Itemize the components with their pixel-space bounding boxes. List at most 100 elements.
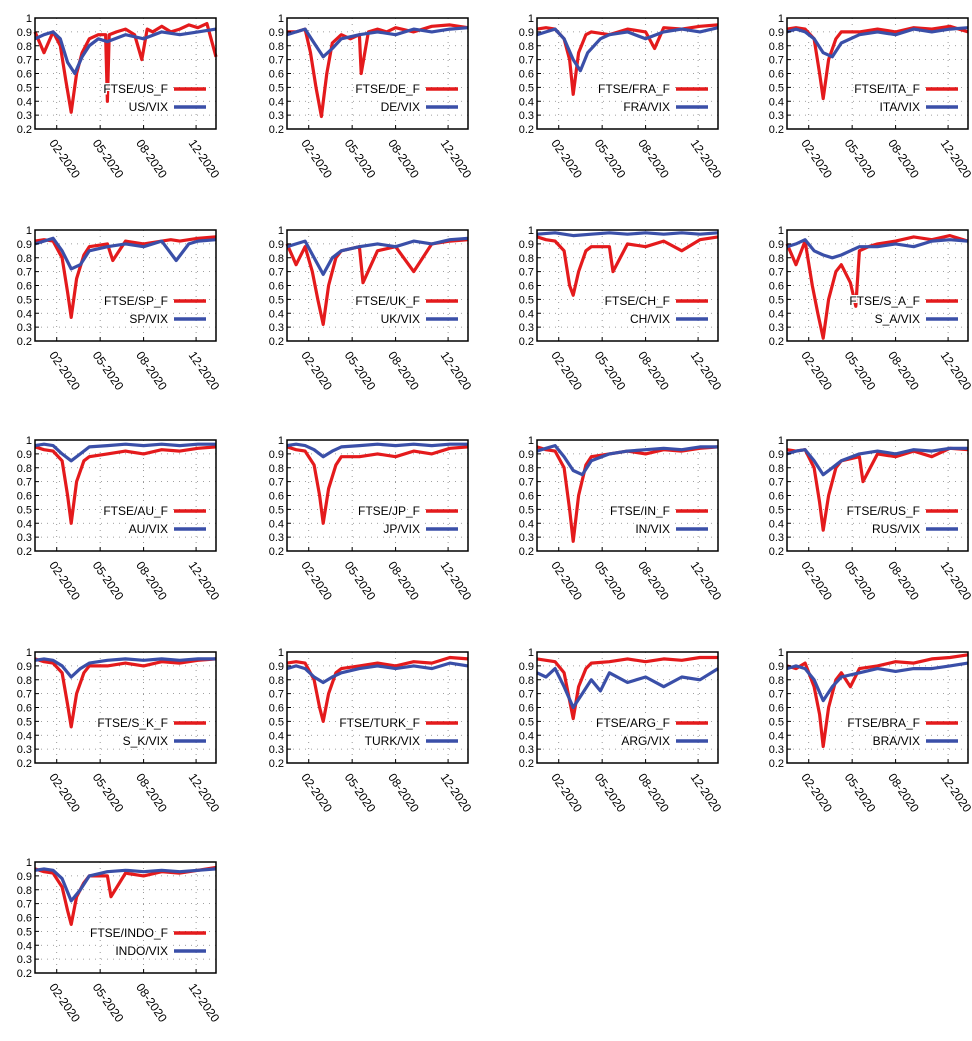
x-tick-label: 02-2020 <box>298 137 335 181</box>
x-tick-label: 02-2020 <box>46 771 83 815</box>
legend-label-s-a-vix: S_A/VIX <box>875 312 920 326</box>
x-tick-label: 12-2020 <box>438 137 475 181</box>
panel-us: 0.2 0.3 0.4 0.50.6 0.7 0.8 0.9 1 02-2020 05-2020 0… <box>17 13 223 181</box>
x-tick-label: 02-2020 <box>46 137 83 181</box>
x-tick-label: 08-2020 <box>133 137 170 181</box>
x-tick-label: 08-2020 <box>133 559 170 603</box>
x-tick-label: 05-2020 <box>342 771 379 815</box>
series-line-ftse-indo-f <box>34 865 217 927</box>
y-tick-label: 0.9 <box>17 661 32 673</box>
y-tick-label: 0.3 <box>269 744 284 756</box>
y-tick-label: 0.2 <box>769 546 784 558</box>
x-tick-label: 08-2020 <box>385 349 422 393</box>
y-tick-label: 0.8 <box>519 463 534 475</box>
y-tick-label: 0.8 <box>769 41 784 53</box>
panel-s-a: 0.2 0.3 0.4 0.50.6 0.7 0.8 0.9 1 02-2020 05-2020 0… <box>769 225 972 393</box>
x-tick-label: 02-2020 <box>298 349 335 393</box>
y-tick-label: 0.7 <box>519 689 534 701</box>
y-tick-label: 0.2 <box>519 336 534 348</box>
series-line-ch-vix <box>536 231 719 238</box>
y-tick-label: 0.3 <box>519 322 534 334</box>
x-tick-label: 05-2020 <box>90 981 127 1025</box>
y-tick-label: 0.7 <box>769 477 784 489</box>
y-tick-label: 0.4 <box>519 308 534 320</box>
y-tick-label: 1 <box>528 13 534 25</box>
y-tick-label: 1 <box>278 225 284 237</box>
y-tick-label: 0.8 <box>519 253 534 265</box>
legend-label-jp-vix: JP/VIX <box>383 522 420 536</box>
y-tick-label: 0.4 <box>769 308 784 320</box>
x-tick-label: 02-2020 <box>798 771 835 815</box>
y-tick-label: 0.7 <box>519 55 534 67</box>
legend-label-uk-vix: UK/VIX <box>381 312 420 326</box>
y-tick-label: 0.2 <box>269 546 284 558</box>
x-tick-label: 12-2020 <box>938 137 972 181</box>
x-tick-label: 12-2020 <box>938 771 972 815</box>
series-line-rus-vix <box>786 446 968 477</box>
y-tick-label: 1 <box>528 647 534 659</box>
legend-label-fra-vix: FRA/VIX <box>623 100 670 114</box>
y-tick-label: 0.5 <box>769 82 784 94</box>
y-tick-label: 0.7 <box>17 267 32 279</box>
y-tick-label: 0.6 <box>269 69 284 81</box>
series-line-s-k-vix <box>34 657 216 679</box>
x-tick-label: 12-2020 <box>438 559 475 603</box>
y-tick-label: 1 <box>278 435 284 447</box>
panel-rus: 0.2 0.3 0.4 0.50.6 0.7 0.8 0.9 1 02-2020 05-2020 0… <box>769 435 972 603</box>
y-tick-label: 0.3 <box>269 110 284 122</box>
y-tick-label: 1 <box>26 857 32 869</box>
series-line-ftse-s-a-f <box>785 234 969 340</box>
series-line-bra-vix <box>786 661 969 703</box>
y-tick-label: 0.7 <box>269 689 284 701</box>
x-tick-label: 08-2020 <box>133 981 170 1025</box>
y-tick-label: 0.8 <box>17 253 32 265</box>
y-tick-label: 0.2 <box>769 758 784 770</box>
y-tick-label: 0.2 <box>17 758 32 770</box>
x-tick-label: 12-2020 <box>938 349 972 393</box>
series-line-de-vix <box>286 26 469 59</box>
x-tick-label: 02-2020 <box>798 137 835 181</box>
series-line-s-a-vix <box>786 238 969 260</box>
x-tick-label: 05-2020 <box>342 137 379 181</box>
y-tick-label: 0.2 <box>519 546 534 558</box>
x-tick-label: 08-2020 <box>635 349 672 393</box>
x-tick-label: 12-2020 <box>186 771 223 815</box>
x-tick-label: 12-2020 <box>186 137 223 181</box>
y-tick-label: 0.6 <box>17 703 32 715</box>
y-tick-label: 0.6 <box>769 703 784 715</box>
x-tick-label: 08-2020 <box>885 771 922 815</box>
y-tick-label: 0.3 <box>769 322 784 334</box>
y-tick-label: 0.8 <box>769 675 784 687</box>
y-tick-label: 0.2 <box>17 124 32 136</box>
x-tick-label: 02-2020 <box>798 559 835 603</box>
panel-in: 0.2 0.3 0.4 0.50.6 0.7 0.8 0.9 1 02-2020 05-2020 0… <box>519 435 725 603</box>
x-tick-label: 08-2020 <box>133 771 170 815</box>
y-tick-label: 0.9 <box>769 239 784 251</box>
y-tick-label: 0.7 <box>519 267 534 279</box>
x-tick-label: 05-2020 <box>342 349 379 393</box>
y-tick-label: 0.5 <box>769 716 784 728</box>
y-tick-label: 0.2 <box>519 758 534 770</box>
y-tick-label: 0.4 <box>519 518 534 530</box>
series-line-ftse-jp-f <box>286 445 469 525</box>
series-line-ftse-de-f <box>287 23 469 119</box>
series-line-uk-vix <box>286 236 469 276</box>
y-tick-label: 1 <box>778 647 784 659</box>
y-tick-label: 0.4 <box>769 96 784 108</box>
y-tick-label: 0.7 <box>769 267 784 279</box>
y-tick-label: 1 <box>278 647 284 659</box>
y-tick-label: 0.7 <box>769 689 784 701</box>
y-tick-label: 0.3 <box>17 322 32 334</box>
legend-label-ftse-arg-f: FTSE/ARG_F <box>596 716 670 730</box>
y-tick-label: 0.5 <box>17 716 32 728</box>
y-tick-label: 0.8 <box>269 463 284 475</box>
y-tick-label: 0.2 <box>269 336 284 348</box>
x-tick-label: 05-2020 <box>342 559 379 603</box>
y-tick-label: 1 <box>26 435 32 447</box>
y-tick-label: 0.6 <box>769 491 784 503</box>
y-tick-label: 1 <box>778 13 784 25</box>
x-tick-label: 08-2020 <box>385 137 422 181</box>
y-tick-label: 0.3 <box>769 110 784 122</box>
y-tick-label: 0.7 <box>17 899 32 911</box>
